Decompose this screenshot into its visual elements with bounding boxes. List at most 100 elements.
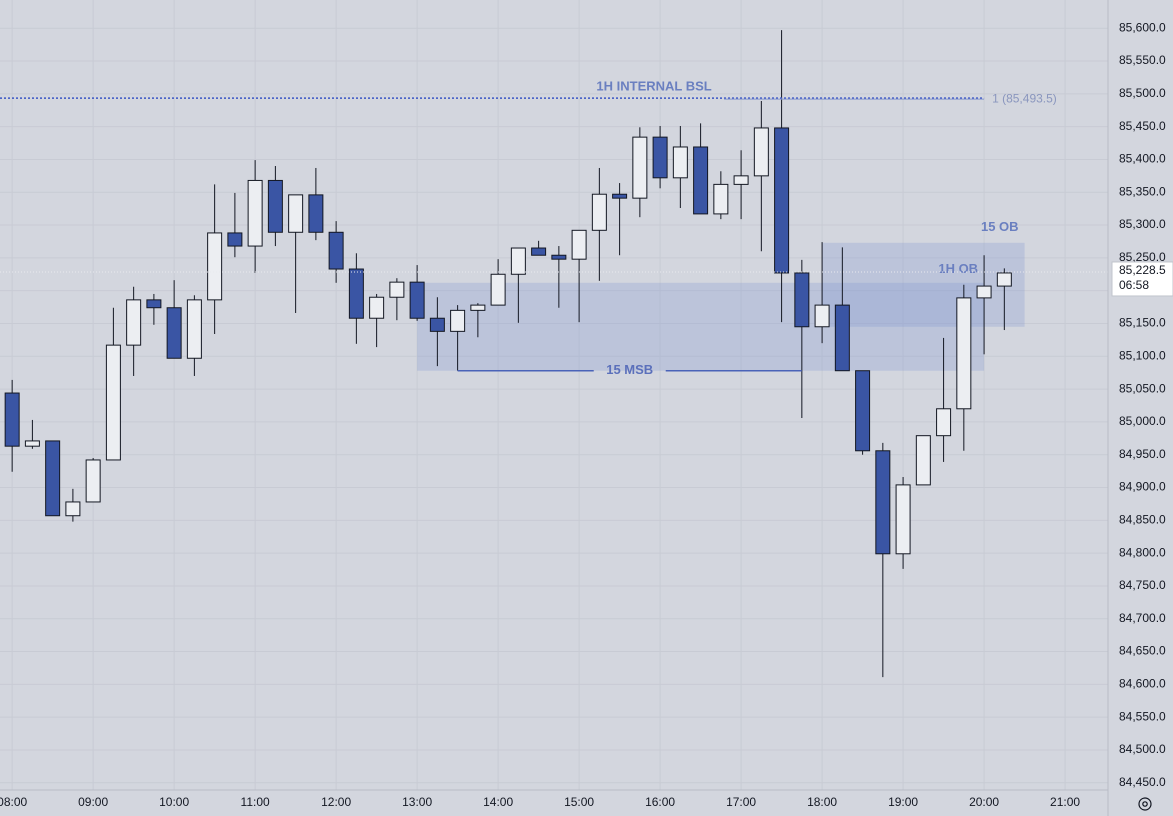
- candle-body: [794, 272, 810, 328]
- candle-body: [834, 304, 850, 372]
- candle-body: [4, 392, 20, 447]
- candle-body: [814, 304, 830, 328]
- settings-ring: [1138, 797, 1152, 811]
- y-tick-label: 84,700.0: [1119, 611, 1166, 625]
- y-tick-label: 84,450.0: [1119, 775, 1166, 789]
- y-tick-label: 84,750.0: [1119, 578, 1166, 592]
- msb-label: 15 MSB: [606, 362, 653, 377]
- candle-body: [328, 231, 344, 270]
- candle-body: [24, 440, 40, 447]
- candle-body: [186, 299, 202, 359]
- level-label: 1H INTERNAL BSL: [596, 79, 711, 94]
- x-tick-label: 09:00: [78, 795, 108, 809]
- y-tick-label: 84,900.0: [1119, 480, 1166, 494]
- y-tick-label: 84,600.0: [1119, 677, 1166, 691]
- candle-body: [45, 440, 61, 517]
- x-tick-label: 15:00: [564, 795, 594, 809]
- candle-body: [389, 281, 405, 298]
- candle-body: [996, 272, 1012, 287]
- candle-body: [146, 299, 162, 309]
- candle-body: [227, 232, 243, 247]
- order-block-zone: [417, 282, 985, 371]
- y-tick-label: 84,950.0: [1119, 447, 1166, 461]
- countdown-label: 06:58: [1119, 278, 1149, 292]
- candle-body: [915, 435, 931, 486]
- candle-body: [429, 317, 445, 332]
- candle-body: [591, 193, 607, 231]
- candle-body: [65, 501, 81, 517]
- candle-body: [855, 370, 871, 452]
- candle-body: [207, 232, 223, 301]
- candle-body: [308, 194, 324, 233]
- candle-body: [652, 136, 668, 179]
- x-tick-label: 21:00: [1050, 795, 1080, 809]
- y-tick-label: 85,000.0: [1119, 414, 1166, 428]
- y-tick-label: 84,550.0: [1119, 709, 1166, 723]
- candle-body: [531, 247, 547, 256]
- candle-body: [85, 459, 101, 503]
- candle-body: [895, 484, 911, 555]
- y-tick-label: 85,250.0: [1119, 250, 1166, 264]
- candle-body: [126, 299, 142, 346]
- y-tick-label: 85,600.0: [1119, 20, 1166, 34]
- x-tick-label: 12:00: [321, 795, 351, 809]
- y-tick-label: 84,800.0: [1119, 545, 1166, 559]
- candle-body: [774, 127, 790, 274]
- zone-label: 15 OB: [981, 219, 1019, 234]
- y-tick-label: 85,500.0: [1119, 86, 1166, 100]
- x-tick-label: 18:00: [807, 795, 837, 809]
- x-tick-label: 11:00: [241, 795, 270, 809]
- candle-body: [247, 179, 263, 247]
- order-block-zone: [822, 242, 1025, 327]
- candle-body: [733, 175, 749, 185]
- x-tick-label: 08:00: [0, 795, 27, 809]
- settings-icon[interactable]: [1138, 797, 1152, 811]
- y-tick-label: 85,300.0: [1119, 217, 1166, 231]
- y-tick-label: 85,400.0: [1119, 152, 1166, 166]
- candle-body: [875, 450, 891, 555]
- current-price-box: [1111, 261, 1173, 297]
- y-tick-label: 84,650.0: [1119, 644, 1166, 658]
- candle-body: [956, 297, 972, 410]
- y-tick-label: 85,050.0: [1119, 381, 1166, 395]
- y-tick-label: 85,550.0: [1119, 53, 1166, 67]
- x-tick-label: 10:00: [159, 795, 189, 809]
- candle-body: [612, 193, 628, 199]
- candle-body: [713, 183, 729, 215]
- candle-body: [753, 127, 769, 177]
- candle-body: [450, 309, 466, 332]
- candle-body: [551, 254, 567, 260]
- x-tick-label: 13:00: [402, 795, 432, 809]
- settings-dot: [1142, 801, 1148, 807]
- x-tick-label: 17:00: [726, 795, 756, 809]
- candle-body: [693, 146, 709, 215]
- candle-body: [348, 268, 364, 319]
- level-price-label: 1 (85,493.5): [992, 91, 1057, 105]
- y-tick-label: 85,150.0: [1119, 316, 1166, 330]
- candle-body: [267, 179, 283, 233]
- candle-body: [288, 194, 304, 233]
- candle-body: [470, 304, 486, 311]
- y-tick-label: 85,100.0: [1119, 348, 1166, 362]
- y-tick-label: 85,450.0: [1119, 119, 1166, 133]
- candle-body: [510, 247, 526, 275]
- candle-body: [936, 408, 952, 437]
- x-tick-label: 14:00: [483, 795, 513, 809]
- current-price-label: 85,228.5: [1119, 263, 1166, 277]
- y-tick-label: 84,500.0: [1119, 742, 1166, 756]
- candle-body: [571, 229, 587, 260]
- y-tick-label: 85,350.0: [1119, 184, 1166, 198]
- zone-label: 1H OB: [938, 261, 978, 276]
- candle-body: [976, 285, 992, 299]
- candle-body: [672, 146, 688, 179]
- x-tick-label: 19:00: [888, 795, 918, 809]
- x-tick-label: 20:00: [969, 795, 999, 809]
- candle-body: [632, 136, 648, 199]
- x-tick-label: 16:00: [645, 795, 675, 809]
- candle-body: [409, 281, 425, 319]
- candle-body: [369, 296, 385, 319]
- y-tick-label: 84,850.0: [1119, 512, 1166, 526]
- candle-body: [105, 344, 121, 461]
